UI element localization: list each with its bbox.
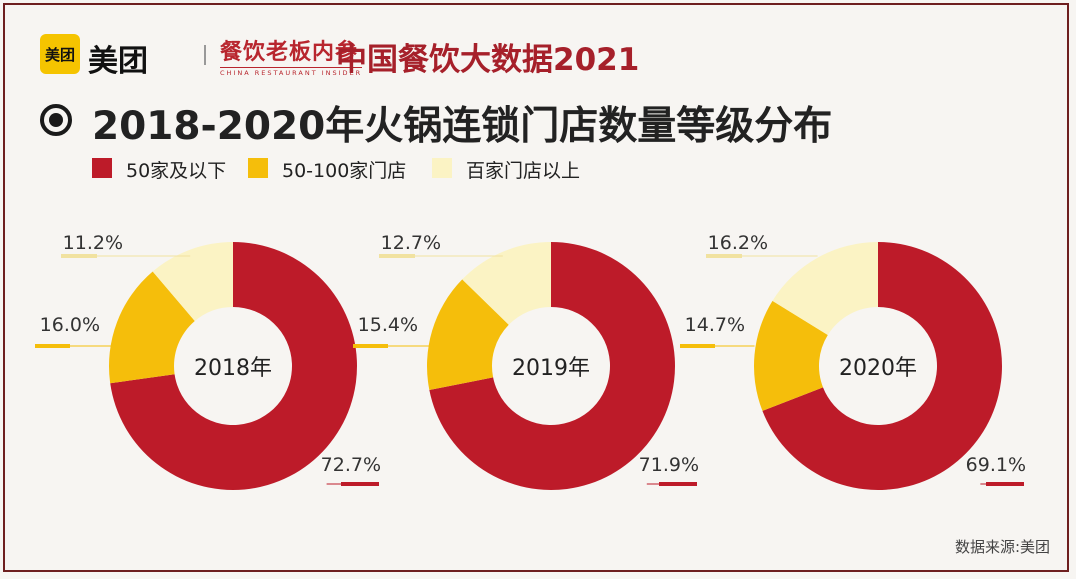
center-label: 2019年 xyxy=(512,356,590,381)
center-label: 2018年 xyxy=(194,356,272,381)
partner-name-cn: 餐饮老板内参 xyxy=(220,39,359,65)
data-label-large: 16.2% xyxy=(708,232,768,254)
legend-swatch-medium xyxy=(248,158,268,178)
legend-label-large: 百家门店以上 xyxy=(466,160,581,182)
slice-2018年-medium xyxy=(109,271,195,384)
brand-divider xyxy=(204,45,206,65)
slice-2018年-small xyxy=(110,242,358,490)
slice-2019年-large xyxy=(462,242,551,325)
data-label-small: 69.1% xyxy=(966,454,1026,476)
slice-2019年-small xyxy=(429,242,675,491)
meituan-logo: 美团 xyxy=(40,34,80,74)
data-label-large: 11.2% xyxy=(63,232,123,254)
target-bullet-icon xyxy=(40,104,72,136)
data-label-small: 71.9% xyxy=(639,454,699,476)
center-label: 2020年 xyxy=(839,356,917,381)
data-label-medium: 15.4% xyxy=(358,314,418,336)
brand-name: 美团 xyxy=(88,44,148,79)
data-label-medium: 14.7% xyxy=(685,314,745,336)
data-source: 数据来源:美团 xyxy=(954,538,1050,556)
legend-swatch-small xyxy=(92,158,112,178)
slice-2020年-medium xyxy=(754,300,828,411)
legend-label-small: 50家及以下 xyxy=(126,160,227,182)
slice-2020年-small xyxy=(762,242,1002,490)
data-label-medium: 16.0% xyxy=(40,314,100,336)
poster-frame xyxy=(3,3,1069,572)
data-label-large: 12.7% xyxy=(381,232,441,254)
chart-title-text: 2018-2020年火锅连锁门店数量等级分布 xyxy=(92,104,833,149)
legend-swatch-large xyxy=(432,158,452,178)
partner-name-en: CHINA RESTAURANT INSIDER xyxy=(220,67,363,77)
legend-label-medium: 50-100家门店 xyxy=(282,160,407,182)
slice-2019年-medium xyxy=(427,279,509,391)
logo-text: 美团 xyxy=(44,45,75,64)
data-label-small: 72.7% xyxy=(321,454,381,476)
slice-2018年-large xyxy=(152,242,233,322)
slice-2020年-large xyxy=(772,242,878,336)
partner-logo: 餐饮老板内参 CHINA RESTAURANT INSIDER xyxy=(220,34,363,77)
header-title: 中国餐饮大数据2021 xyxy=(336,42,640,78)
